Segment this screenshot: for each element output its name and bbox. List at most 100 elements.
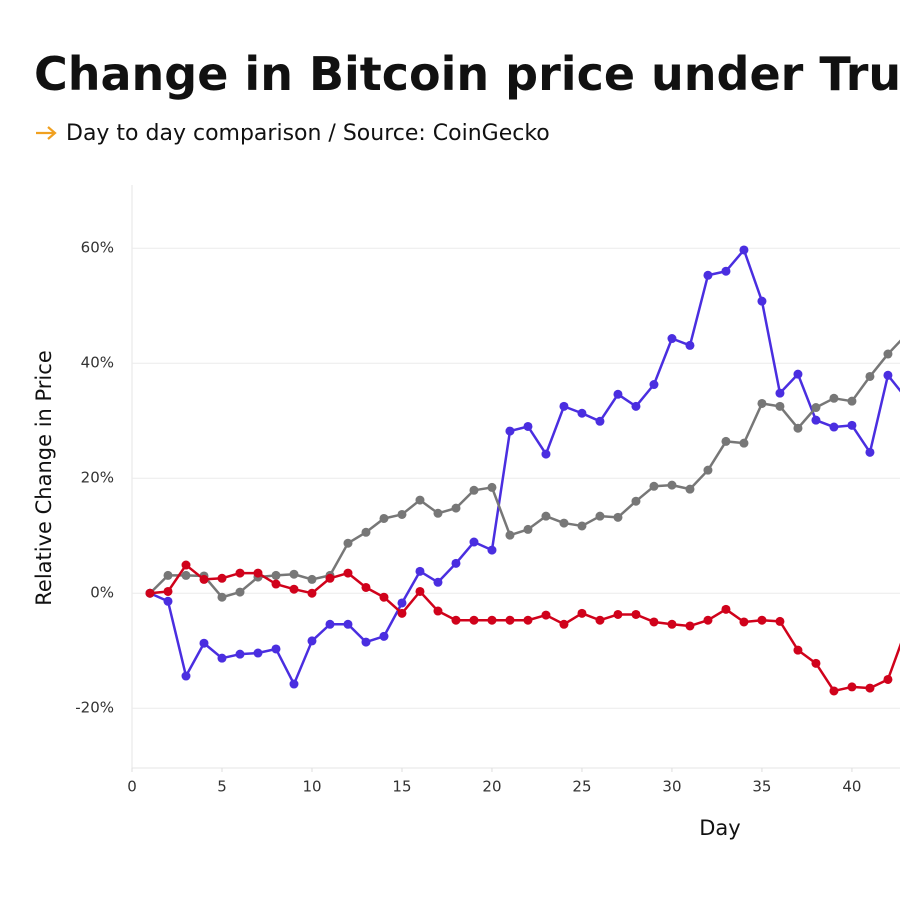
point <box>451 558 461 568</box>
point <box>649 380 659 390</box>
point <box>721 266 731 276</box>
point <box>541 449 551 459</box>
point <box>883 674 893 684</box>
point <box>271 570 281 580</box>
point <box>721 436 731 446</box>
point <box>433 606 443 616</box>
point <box>217 592 227 602</box>
point <box>469 537 479 547</box>
point <box>505 426 515 436</box>
point <box>163 586 173 596</box>
point <box>613 512 623 522</box>
subtitle-arrow <box>36 126 57 140</box>
point <box>667 334 677 344</box>
point <box>793 423 803 433</box>
x-tick-label: 30 <box>662 778 681 796</box>
point <box>595 615 605 625</box>
point <box>433 577 443 587</box>
x-tick-label: 35 <box>752 778 771 796</box>
point <box>217 653 227 663</box>
point <box>415 586 425 596</box>
point <box>433 508 443 518</box>
series-line <box>149 563 900 693</box>
point <box>541 610 551 620</box>
point <box>325 573 335 583</box>
point <box>775 616 785 626</box>
y-axis-label: Relative Change in Price <box>32 350 56 606</box>
point <box>577 408 587 418</box>
point <box>703 615 713 625</box>
point <box>325 619 335 629</box>
point <box>289 584 299 594</box>
point <box>397 598 407 608</box>
point <box>847 682 857 692</box>
point <box>667 480 677 490</box>
y-tick-label: 60% <box>81 239 114 257</box>
point <box>595 511 605 521</box>
point <box>739 245 749 255</box>
point <box>613 609 623 619</box>
point <box>451 615 461 625</box>
point <box>847 396 857 406</box>
point <box>181 560 191 570</box>
point <box>523 421 533 431</box>
point <box>829 686 839 696</box>
point <box>271 579 281 589</box>
point <box>235 568 245 578</box>
point <box>397 608 407 618</box>
point <box>811 403 821 413</box>
x-tick-label: 10 <box>302 778 321 796</box>
point <box>523 524 533 534</box>
x-tick-label: 0 <box>127 778 137 796</box>
point <box>577 608 587 618</box>
point <box>343 619 353 629</box>
x-tick-label: 25 <box>572 778 591 796</box>
point <box>379 592 389 602</box>
point <box>883 370 893 380</box>
point <box>307 588 317 598</box>
point <box>865 683 875 693</box>
point <box>505 615 515 625</box>
point <box>451 503 461 513</box>
point <box>865 371 875 381</box>
point <box>739 617 749 627</box>
point <box>289 569 299 579</box>
point <box>757 296 767 306</box>
x-tick-label: 15 <box>392 778 411 796</box>
point <box>415 566 425 576</box>
x-tick-label: 5 <box>217 778 227 796</box>
point <box>685 484 695 494</box>
point <box>613 389 623 399</box>
point <box>343 538 353 548</box>
point <box>667 619 677 629</box>
point <box>757 398 767 408</box>
point <box>775 401 785 411</box>
point <box>523 615 533 625</box>
point <box>307 574 317 584</box>
y-tick-label: 40% <box>81 354 114 372</box>
point <box>649 617 659 627</box>
point <box>739 438 749 448</box>
point <box>253 648 263 658</box>
point <box>487 545 497 555</box>
point <box>397 509 407 519</box>
point <box>631 609 641 619</box>
point <box>379 513 389 523</box>
point <box>541 511 551 521</box>
point <box>361 582 371 592</box>
y-tick-label: -20% <box>75 699 114 717</box>
point <box>883 349 893 359</box>
point <box>163 570 173 580</box>
point <box>559 619 569 629</box>
point <box>577 521 587 531</box>
point <box>271 644 281 654</box>
y-tick-label: 20% <box>81 469 114 487</box>
point <box>289 679 299 689</box>
point <box>235 587 245 597</box>
point <box>685 621 695 631</box>
point <box>757 615 767 625</box>
point <box>145 588 155 598</box>
point <box>505 530 515 540</box>
